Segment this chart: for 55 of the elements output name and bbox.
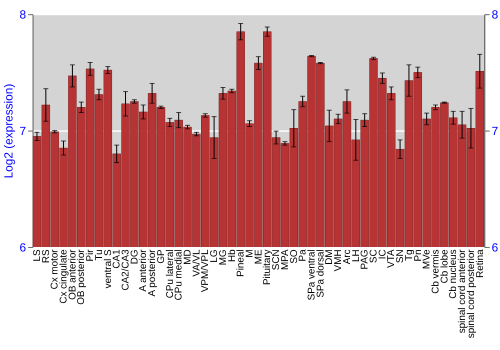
x-tick-label: Tu bbox=[94, 249, 105, 261]
x-tick-label: ventral S bbox=[102, 249, 114, 288]
y2-tick-label: 8 bbox=[492, 8, 499, 22]
x-tick-label: LS bbox=[32, 248, 43, 262]
x-tick-label: Pn bbox=[412, 249, 424, 262]
y-axis-title: Log2 (expression) bbox=[2, 84, 16, 178]
y-tick-label: 8 bbox=[20, 8, 27, 22]
y-tick-label: 7 bbox=[20, 124, 26, 138]
x-tick-label: SC bbox=[368, 249, 380, 264]
x-tick-label: CA1 bbox=[112, 249, 123, 269]
x-tick-label: M bbox=[244, 249, 256, 258]
x-tick-label: PAG bbox=[360, 249, 371, 270]
x-tick-label: MPA bbox=[280, 248, 291, 270]
x-tick-label: VMH bbox=[333, 249, 344, 272]
x-tick-label: Cb vermis bbox=[430, 249, 442, 294]
x-tick-label: Pir bbox=[85, 248, 96, 262]
x-tick-label: Tg bbox=[404, 249, 415, 261]
x-tick-label: GP bbox=[156, 248, 167, 264]
y2-tick-label: 7 bbox=[492, 124, 498, 138]
x-tick-label: A anterior bbox=[138, 248, 150, 292]
x-tick-label: VTA bbox=[386, 248, 398, 268]
x-tick-label: SCN bbox=[271, 249, 282, 270]
x-tick-label: SPa ventral bbox=[306, 249, 318, 300]
x-tick-label: SN bbox=[395, 249, 406, 264]
x-tick-label: LG bbox=[209, 249, 220, 263]
x-tick-label: Pa bbox=[298, 248, 309, 262]
x-tick-label: DG bbox=[129, 249, 140, 264]
x-tick-label: IC bbox=[377, 249, 388, 260]
x-tick-label: CA2/CA3 bbox=[120, 248, 132, 291]
x-tick-label: MG bbox=[218, 249, 229, 266]
x-tick-label: Pineal bbox=[236, 249, 247, 277]
y2-tick-label: 6 bbox=[492, 240, 499, 254]
x-tick-label: OB posterior bbox=[76, 248, 88, 305]
x-tick-label: MD bbox=[182, 249, 194, 265]
x-tick-label: RS bbox=[40, 248, 52, 264]
x-tick-label: SO bbox=[288, 249, 300, 264]
x-tick-label: DM bbox=[324, 249, 336, 265]
x-tick-label: VPM/VPL bbox=[200, 248, 212, 292]
x-tick-label: Retina bbox=[474, 248, 486, 278]
x-tick-label: SPa dorsal bbox=[315, 249, 326, 298]
x-tick-label: Pituitary bbox=[262, 249, 274, 286]
x-tick-label: Arc bbox=[342, 249, 353, 264]
x-tick-label: ME bbox=[253, 248, 264, 264]
x-tick-label: LH bbox=[350, 249, 362, 262]
x-tick-label: Cb nucleus bbox=[448, 249, 460, 299]
x-tick-label: Cb lobe bbox=[439, 248, 450, 284]
x-tick-label: CPu medial bbox=[174, 249, 185, 300]
x-tick-label: OB anterior bbox=[67, 248, 78, 300]
x-tick-label: Hb bbox=[226, 248, 238, 262]
x-tick-label: A posterior bbox=[147, 248, 158, 297]
x-tick-label: spinal cord anterior bbox=[457, 248, 468, 334]
x-tick-label: MVe bbox=[422, 248, 433, 270]
y-tick-label: 6 bbox=[20, 240, 27, 254]
x-tick-label: Cx cingulate bbox=[58, 248, 70, 304]
x-tick-label: spinal cord posterior bbox=[466, 248, 477, 338]
